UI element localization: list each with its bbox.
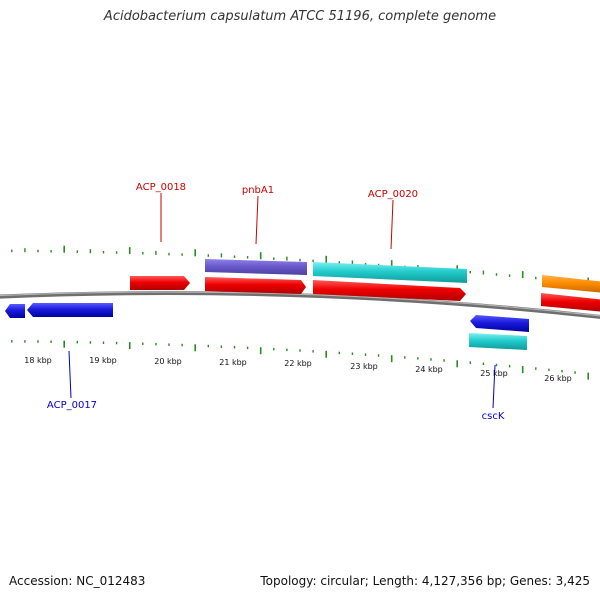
gene-label-acp-0018[interactable]: ACP_0018 bbox=[136, 182, 186, 193]
gene-label-acp-0017[interactable]: ACP_0017 bbox=[47, 400, 97, 411]
leader-acp-0020 bbox=[390, 199, 394, 250]
genome-summary-text: Topology: circular; Length: 4,127,356 bp… bbox=[260, 574, 590, 588]
feature-csck-domain[interactable] bbox=[469, 333, 527, 350]
leader-pnba1 bbox=[255, 195, 259, 245]
genome-backbone-highlight bbox=[0, 291, 600, 317]
scale-label-18kbp: 18 kbp bbox=[24, 356, 52, 365]
feature-edge-orange[interactable] bbox=[542, 275, 600, 293]
gene-label-pnba1[interactable]: pnbA1 bbox=[242, 185, 274, 196]
gene-label-csck[interactable]: cscK bbox=[482, 411, 505, 422]
scale-label-19kbp: 19 kbp bbox=[89, 356, 117, 365]
scale-label-22kbp: 22 kbp bbox=[284, 359, 312, 368]
scale-label-20kbp: 20 kbp bbox=[154, 357, 182, 366]
scale-label-26kbp: 26 kbp bbox=[544, 374, 572, 383]
feature-acp-0020[interactable] bbox=[313, 280, 466, 301]
scale-label-21kbp: 21 kbp bbox=[219, 358, 247, 367]
map-title: Acidobacterium capsulatum ATCC 51196, co… bbox=[103, 9, 497, 24]
scale-label-23kbp: 23 kbp bbox=[350, 362, 378, 371]
genome-backbone bbox=[0, 291, 600, 319]
gene-label-acp-0020[interactable]: ACP_0020 bbox=[368, 189, 418, 200]
feature-csck[interactable] bbox=[470, 315, 529, 332]
leader-csck bbox=[492, 364, 496, 409]
scale-label-24kbp: 24 kbp bbox=[415, 365, 443, 374]
inner-tick-row bbox=[11, 340, 590, 380]
feature-acp-0020-domain[interactable] bbox=[313, 262, 467, 283]
feature-small-reverse[interactable] bbox=[5, 304, 25, 318]
scale-label-25kbp: 25 kbp bbox=[480, 369, 508, 378]
feature-pnba1[interactable] bbox=[205, 277, 306, 294]
leader-acp-0017 bbox=[68, 350, 72, 399]
feature-edge-red[interactable] bbox=[541, 293, 600, 312]
feature-acp-0017[interactable] bbox=[27, 303, 113, 317]
accession-text: Accession: NC_012483 bbox=[9, 574, 146, 588]
feature-acp-0018[interactable] bbox=[130, 276, 190, 290]
feature-pnba1-domain[interactable] bbox=[205, 259, 307, 275]
